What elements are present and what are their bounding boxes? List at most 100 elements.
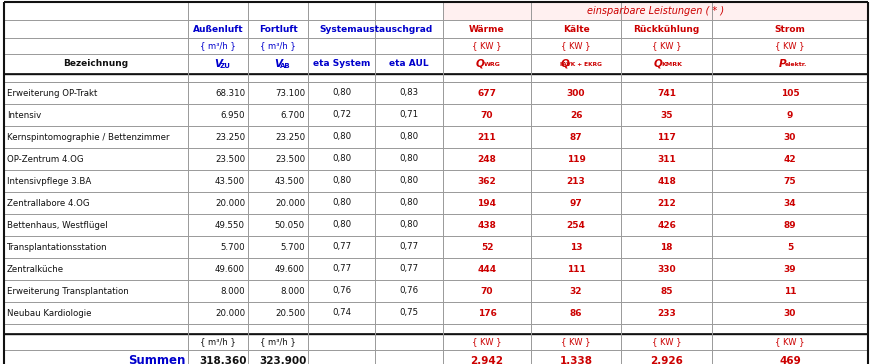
Text: einsparbare Leistungen ( * ): einsparbare Leistungen ( * ) — [587, 6, 724, 16]
Text: 70: 70 — [480, 286, 494, 296]
Text: Kälte: Kälte — [562, 24, 589, 33]
Text: 20.000: 20.000 — [215, 309, 245, 317]
Text: 23.500: 23.500 — [275, 154, 305, 163]
Text: Kernspintomographie / Bettenzimmer: Kernspintomographie / Bettenzimmer — [7, 132, 169, 142]
Text: 0,80: 0,80 — [399, 132, 419, 142]
Text: 469: 469 — [779, 356, 800, 364]
Text: 362: 362 — [478, 177, 496, 186]
Text: 0,80: 0,80 — [332, 88, 351, 98]
Text: { KW }: { KW } — [775, 41, 805, 51]
Text: 20.500: 20.500 — [275, 309, 305, 317]
Text: 0,80: 0,80 — [332, 198, 351, 207]
Text: 35: 35 — [660, 111, 673, 119]
Text: { KW }: { KW } — [651, 41, 681, 51]
Text: 5.700: 5.700 — [221, 242, 245, 252]
Text: Summen: Summen — [127, 355, 185, 364]
Text: Q: Q — [475, 59, 485, 69]
Text: Intensivpflege 3.BA: Intensivpflege 3.BA — [7, 177, 92, 186]
Text: 2.942: 2.942 — [471, 356, 503, 364]
Text: 5.700: 5.700 — [281, 242, 305, 252]
Text: Systemaustauschgrad: Systemaustauschgrad — [319, 24, 433, 33]
Text: 0,80: 0,80 — [332, 221, 351, 229]
Text: 49.600: 49.600 — [215, 265, 245, 273]
Text: 741: 741 — [657, 88, 676, 98]
Text: AB: AB — [280, 63, 290, 69]
Text: Bettenhaus, Westflügel: Bettenhaus, Westflügel — [7, 221, 107, 229]
Text: WRG: WRG — [484, 63, 501, 67]
Text: 117: 117 — [657, 132, 676, 142]
Text: 50.050: 50.050 — [275, 221, 305, 229]
Text: Fortluft: Fortluft — [259, 24, 297, 33]
Text: 5: 5 — [787, 242, 794, 252]
Text: 0,77: 0,77 — [399, 265, 419, 273]
Text: 75: 75 — [784, 177, 796, 186]
Text: 212: 212 — [657, 198, 676, 207]
Text: Erweiterung Transplantation: Erweiterung Transplantation — [7, 286, 129, 296]
Text: { KW }: { KW } — [473, 337, 501, 347]
Text: Transplantationsstation: Transplantationsstation — [7, 242, 107, 252]
Text: { KW }: { KW } — [562, 337, 590, 347]
Text: 0,80: 0,80 — [399, 177, 419, 186]
Text: 23.250: 23.250 — [275, 132, 305, 142]
Text: Zentralküche: Zentralküche — [7, 265, 65, 273]
Text: 87: 87 — [569, 132, 582, 142]
Text: { m³/h }: { m³/h } — [260, 41, 296, 51]
Text: 26: 26 — [569, 111, 582, 119]
Text: 23.250: 23.250 — [215, 132, 245, 142]
Text: elektr.: elektr. — [785, 63, 807, 67]
Text: 213: 213 — [567, 177, 585, 186]
Text: 34: 34 — [784, 198, 796, 207]
Text: ZU: ZU — [220, 63, 230, 69]
Text: 677: 677 — [478, 88, 496, 98]
Text: 2.926: 2.926 — [650, 356, 683, 364]
Text: 0,80: 0,80 — [332, 177, 351, 186]
Text: V: V — [274, 59, 282, 69]
Text: 426: 426 — [657, 221, 676, 229]
Text: 248: 248 — [478, 154, 496, 163]
Text: 0,76: 0,76 — [332, 286, 351, 296]
Text: KMRK: KMRK — [661, 63, 682, 67]
Text: 438: 438 — [478, 221, 496, 229]
Text: Erweiterung OP-Trakt: Erweiterung OP-Trakt — [7, 88, 98, 98]
Text: 8.000: 8.000 — [221, 286, 245, 296]
Text: 311: 311 — [657, 154, 676, 163]
Text: 0,80: 0,80 — [332, 132, 351, 142]
Text: 30: 30 — [784, 309, 796, 317]
Text: 0,80: 0,80 — [399, 154, 419, 163]
Text: Außenluft: Außenluft — [193, 24, 243, 33]
Text: 85: 85 — [660, 286, 673, 296]
Text: 9: 9 — [787, 111, 794, 119]
Text: 0,72: 0,72 — [332, 111, 351, 119]
Text: 300: 300 — [567, 88, 585, 98]
Text: { m³/h }: { m³/h } — [260, 337, 296, 347]
Text: 11: 11 — [784, 286, 796, 296]
Text: { KW }: { KW } — [651, 337, 681, 347]
Text: 18: 18 — [660, 242, 673, 252]
Text: 323.900: 323.900 — [259, 356, 307, 364]
Text: 30: 30 — [784, 132, 796, 142]
Text: Wärme: Wärme — [469, 24, 505, 33]
Text: 20.000: 20.000 — [275, 198, 305, 207]
Text: V: V — [214, 59, 222, 69]
Text: 39: 39 — [784, 265, 796, 273]
Text: 23.500: 23.500 — [215, 154, 245, 163]
Text: 0,76: 0,76 — [399, 286, 419, 296]
Text: 254: 254 — [567, 221, 585, 229]
Text: 0,80: 0,80 — [399, 198, 419, 207]
Text: 176: 176 — [478, 309, 496, 317]
Text: 20.000: 20.000 — [215, 198, 245, 207]
Text: 0,74: 0,74 — [332, 309, 351, 317]
Text: Neubau Kardiologie: Neubau Kardiologie — [7, 309, 92, 317]
Text: Rückkühlung: Rückkühlung — [633, 24, 699, 33]
Text: { m³/h }: { m³/h } — [201, 41, 235, 51]
Text: OP-Zentrum 4.OG: OP-Zentrum 4.OG — [7, 154, 84, 163]
Text: 6.950: 6.950 — [221, 111, 245, 119]
Text: eta AUL: eta AUL — [389, 59, 429, 68]
Text: 6.700: 6.700 — [281, 111, 305, 119]
Text: Bezeichnung: Bezeichnung — [64, 59, 128, 68]
Text: 233: 233 — [657, 309, 676, 317]
Text: Strom: Strom — [774, 24, 806, 33]
Text: 330: 330 — [657, 265, 676, 273]
Text: 318.360: 318.360 — [199, 356, 247, 364]
Text: 42: 42 — [784, 154, 796, 163]
